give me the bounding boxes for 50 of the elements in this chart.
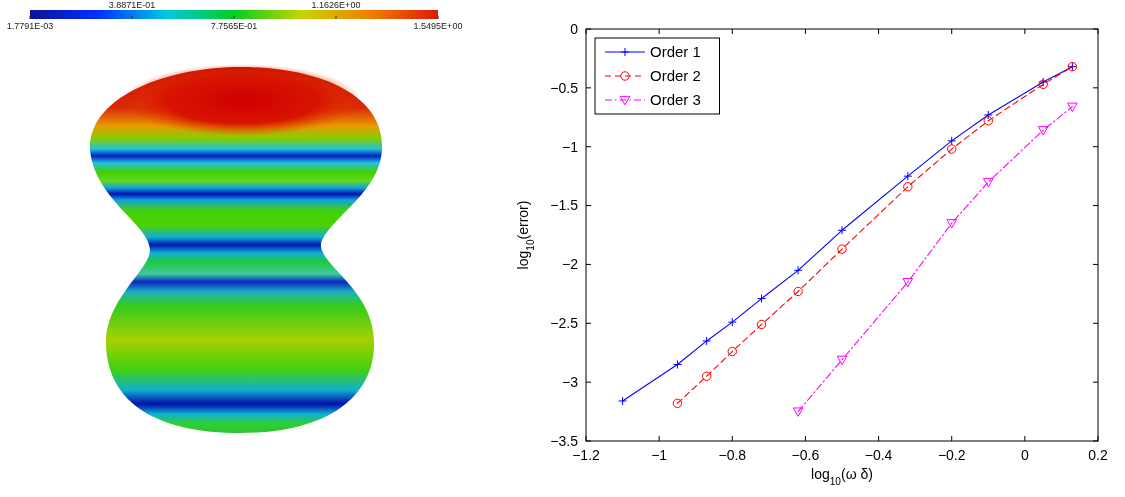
point [903,182,913,192]
point [702,336,712,346]
text: 3.8871E-01 [108,0,156,10]
x-tick-label: −0.6 [791,447,820,463]
point [947,144,957,154]
x-tick-label: −1.2 [572,447,601,463]
point [903,171,913,181]
point [672,398,683,409]
point [982,177,994,188]
legend-label: Order 3 [650,91,701,109]
y-tick-label: −2.5 [550,315,579,332]
text: 1.7791E-03 [6,21,54,31]
text: 1.5495E+00 [413,21,463,31]
y-tick-label: −3.5 [550,432,579,449]
x-tick-label: −0.2 [937,447,966,463]
point [757,294,767,304]
point [983,116,993,126]
point [618,396,628,406]
point [672,359,682,369]
y-tick-label: −0.5 [550,79,579,96]
y-tick-label: −2 [562,256,579,273]
text: 1.1626E+00 [311,0,361,10]
y-tick-label: −1 [562,138,579,155]
y-tick-label: −1.5 [550,197,579,214]
x-tick-label: 0 [1020,447,1029,463]
x-tick-label: −0.8 [718,447,747,463]
text: 7.7565E-01 [210,21,258,31]
point [1067,102,1078,112]
point [837,225,847,235]
point [793,286,803,297]
point [756,319,767,330]
x-tick-label: 0.2 [1088,447,1108,463]
point [727,346,737,357]
y-tick-label: −3 [562,374,579,391]
point [837,244,847,254]
point [902,277,914,288]
point [701,371,712,381]
legend-label: Order 2 [650,67,701,85]
point [793,265,803,275]
y-tick-label: 0 [570,20,579,37]
point [792,407,804,417]
x-tick-label: −1 [651,447,668,463]
point [946,219,958,229]
point [836,355,848,366]
point [983,110,993,120]
x-tick-label: −0.4 [864,447,893,463]
point [727,317,737,327]
x-axis-title: log$_{10}$(ω δ) [811,466,873,487]
legend-label: Order 1 [650,43,701,61]
point [1037,126,1049,136]
